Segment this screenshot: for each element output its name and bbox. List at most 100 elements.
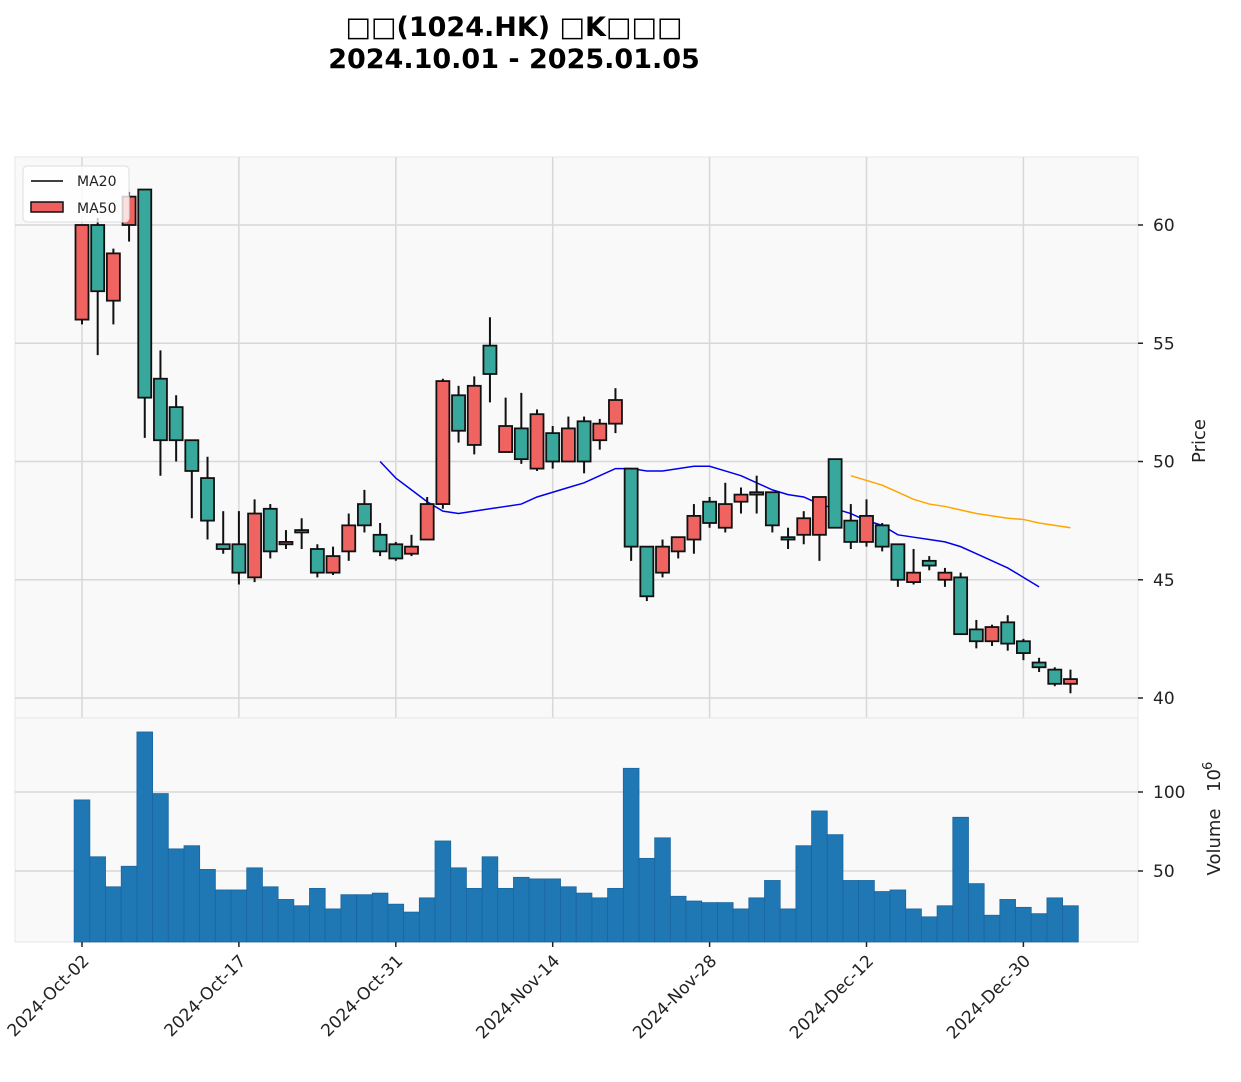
volume-bar: [73, 799, 91, 943]
volume-bar: [403, 911, 420, 943]
price-tick-label: 45: [1153, 571, 1175, 591]
volume-bar: [858, 880, 875, 943]
candle: [90, 217, 106, 356]
volume-bar: [136, 731, 154, 943]
volume-bar: [450, 867, 467, 943]
price-tick-label: 40: [1153, 689, 1175, 709]
candle: [702, 496, 717, 528]
volume-bar: [575, 892, 593, 943]
volume-bar: [513, 876, 530, 943]
volume-bar: [968, 883, 985, 943]
candle: [812, 496, 827, 561]
candle: [1047, 667, 1063, 687]
volume-bar: [371, 892, 389, 943]
candle: [1000, 615, 1016, 651]
candle: [639, 545, 655, 602]
candle: [341, 513, 357, 561]
volume-bar: [324, 908, 342, 943]
price-panel: 40 45 50 55 60: [14, 156, 1175, 942]
candle: [859, 499, 874, 547]
volume-bar: [497, 887, 514, 943]
volume-bar: [246, 867, 263, 943]
candle: [764, 491, 780, 533]
candle: [984, 624, 1000, 646]
volume-bar: [999, 899, 1016, 943]
candle: [890, 543, 906, 587]
volume-bar: [748, 897, 765, 943]
volume-bar: [466, 887, 483, 943]
volume-bar: [811, 810, 828, 943]
volume-tick-label: 50: [1153, 862, 1175, 882]
x-axis: 2024-Oct-02 2024-Oct-17 2024-Oct-31 2024-No…: [4, 942, 1035, 1043]
x-tick-label: 2024-Nov-14: [472, 951, 564, 1043]
candle: [404, 534, 419, 557]
volume-bar: [889, 889, 907, 943]
volume-bar: [356, 894, 373, 943]
candle: [137, 188, 153, 438]
candle: [74, 224, 90, 325]
volume-panel: 50 100: [14, 717, 1185, 943]
volume-exponent: 10: [1204, 769, 1225, 792]
candle: [1063, 669, 1078, 694]
candle: [780, 527, 796, 550]
x-tick-label: 2024-Oct-31: [318, 951, 408, 1041]
candle: [827, 458, 843, 529]
volume-bar: [120, 865, 138, 943]
candle: [200, 456, 215, 540]
volume-bar: [622, 767, 640, 943]
x-tick-label: 2024-Oct-02: [4, 951, 94, 1041]
volume-bar: [560, 886, 577, 943]
candle: [560, 416, 576, 463]
volume-bar: [669, 895, 687, 943]
candle: [670, 536, 686, 559]
volume-bar: [1062, 905, 1079, 943]
candle: [325, 546, 341, 576]
ma50-line: [850, 474, 1071, 529]
volume-bar: [1015, 906, 1032, 943]
candle: [294, 518, 310, 550]
candle: [498, 397, 514, 453]
volume-bar: [654, 837, 671, 943]
volume-bar: [795, 845, 812, 943]
candle: [435, 378, 451, 509]
candle: [1031, 657, 1047, 672]
candle: [623, 467, 639, 561]
volume-bar: [905, 908, 922, 943]
volume-bar: [638, 857, 656, 943]
candle: [482, 317, 498, 403]
volume-bar: [873, 891, 891, 943]
chart-title: □□(1024.HK) □K□□□ 2024.10.01 - 2025.01.0…: [0, 12, 1028, 76]
candle: [749, 475, 765, 514]
candle: [655, 539, 670, 578]
volume-bar: [607, 887, 624, 943]
candle: [592, 418, 608, 450]
ma20-line: [379, 460, 1040, 588]
volume-bar: [340, 894, 357, 943]
volume-bar: [528, 878, 546, 943]
candle: [466, 376, 482, 455]
volume-bar: [1030, 913, 1048, 943]
volume-axis-label: Volume 10 6: [1201, 762, 1225, 876]
volume-bar: [1046, 897, 1064, 943]
volume-bar: [214, 889, 232, 943]
volume-bar: [952, 816, 969, 943]
volume-bar: [387, 903, 405, 943]
candle: [513, 392, 529, 464]
volume-axis-label-text: Volume: [1204, 809, 1225, 876]
candle: [953, 572, 969, 636]
candle: [105, 248, 121, 325]
legend-patch-icon: [30, 201, 64, 213]
candle: [608, 388, 623, 434]
candle: [184, 439, 200, 519]
volume-bar: [544, 878, 561, 943]
candle: [357, 489, 372, 533]
candle: [388, 541, 404, 561]
candle: [247, 499, 262, 583]
candle: [168, 395, 184, 462]
candle: [906, 549, 921, 585]
candle: [278, 530, 294, 550]
candle: [215, 511, 231, 554]
volume-bar: [921, 916, 938, 943]
legend: MA20 MA50: [22, 165, 130, 223]
price-tick-label: 55: [1153, 334, 1175, 354]
